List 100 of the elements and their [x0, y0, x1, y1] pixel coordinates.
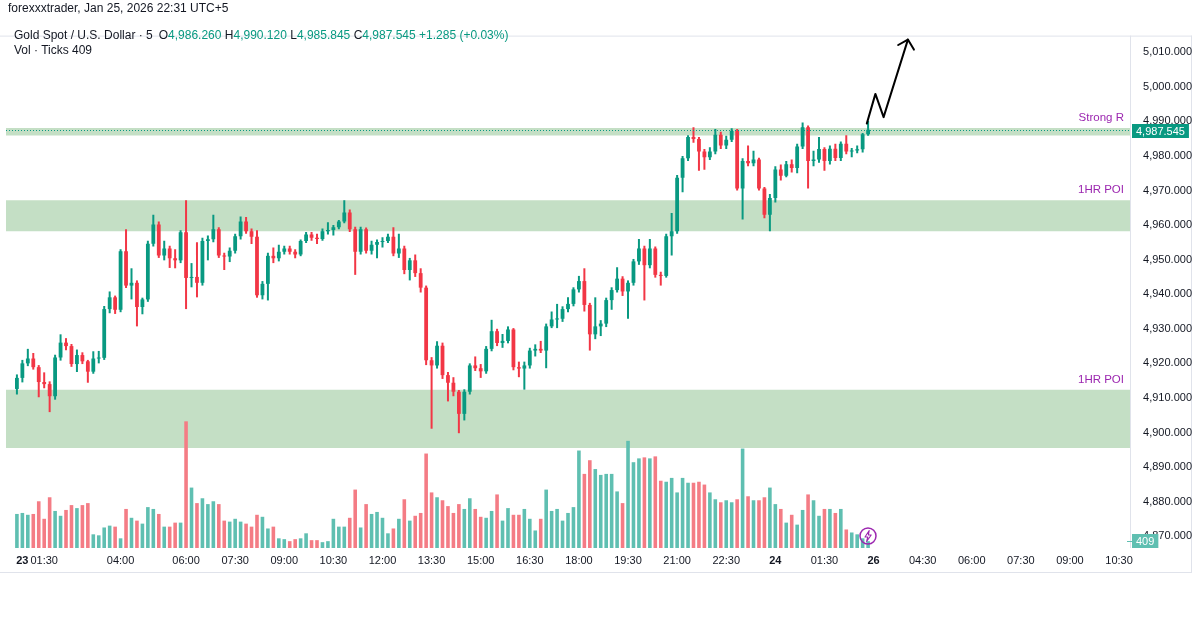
bar	[162, 526, 167, 548]
bar	[146, 507, 150, 548]
bar	[724, 500, 729, 548]
x-tick-label: 26	[867, 553, 880, 566]
y-tick-label: 4,940.000	[1143, 287, 1192, 300]
bar	[615, 491, 619, 548]
bar	[467, 498, 472, 548]
y-tick-label: 4,920.000	[1143, 356, 1192, 369]
y-tick-label: 4,880.000	[1143, 494, 1192, 507]
ref-line-label: 4,987.545	[1136, 124, 1185, 137]
bar	[15, 513, 19, 548]
bar	[784, 522, 789, 548]
x-tick-label: 19:30	[614, 553, 642, 566]
bar	[675, 492, 679, 548]
bar	[435, 497, 439, 548]
y-tick-label: 5,000.000	[1143, 79, 1192, 92]
bar	[637, 458, 641, 548]
bar	[588, 460, 592, 548]
bar	[53, 510, 57, 548]
x-tick-label: 23	[16, 553, 29, 566]
bar	[686, 482, 690, 548]
text: O4,986.260 H4,990.120 L4,985.845 C4,987.545 +1.285 (+0.03%)	[158, 28, 509, 42]
annotation: Vol · Ticks 409	[14, 43, 93, 57]
x-tick-label: 09:00	[270, 553, 299, 566]
x-tick-label: 04:30	[908, 553, 937, 566]
bar	[86, 503, 90, 548]
candlestick	[205, 235, 210, 261]
bar	[64, 509, 68, 548]
bar	[446, 506, 450, 548]
y-tick-label: 4,890.000	[1143, 460, 1192, 473]
bar	[658, 480, 663, 548]
bar	[473, 508, 478, 548]
candlestick	[658, 271, 663, 286]
bar	[266, 528, 270, 548]
x-tick-label: 01:30	[30, 553, 58, 566]
y-tick-label: 4,930.000	[1143, 321, 1192, 334]
bar	[206, 504, 210, 548]
bar	[795, 524, 799, 548]
chart-title: Gold Spot / U.S. Dollar · 5	[14, 28, 153, 42]
bar	[156, 513, 161, 548]
x-tick-label: 18:00	[565, 553, 593, 566]
bar	[397, 518, 401, 548]
y-tick-label: 4,950.000	[1143, 252, 1192, 265]
bar	[566, 512, 570, 548]
bar	[506, 508, 510, 548]
bar	[375, 511, 379, 548]
bar	[244, 523, 248, 548]
bar	[173, 522, 177, 548]
y-tick-label: 4,900.000	[1143, 425, 1192, 438]
bar	[577, 450, 581, 548]
y-tick-label: 5,010.000	[1143, 45, 1192, 58]
bar	[304, 533, 308, 548]
x-tick-label: 10:30	[1105, 553, 1133, 566]
band-label: 1HR POI	[1077, 372, 1124, 385]
bar	[593, 469, 598, 548]
bar	[746, 496, 750, 548]
y-tick-label: 4,960.000	[1143, 218, 1192, 231]
x-tick-label: 10:30	[319, 553, 348, 566]
bar	[326, 541, 330, 548]
y-tick-label: 4,910.000	[1143, 390, 1192, 403]
bar	[708, 492, 712, 548]
x-tick-label: 07:30	[1007, 553, 1035, 566]
bar	[664, 481, 669, 548]
bar	[75, 508, 79, 548]
bar	[757, 500, 761, 548]
bar	[626, 440, 630, 548]
y-tick-label: 4,990.000	[1143, 114, 1192, 127]
bar	[844, 529, 849, 548]
x-tick-label: 07:30	[221, 553, 249, 566]
bar	[817, 515, 821, 548]
bar	[495, 494, 499, 548]
x-tick-label: 12:00	[368, 553, 397, 566]
x-tick-label: 06:00	[172, 553, 200, 566]
bar	[457, 504, 461, 548]
x-tick-label: 06:00	[958, 553, 986, 566]
bar	[697, 481, 701, 548]
x-tick-label: 16:30	[516, 553, 544, 566]
bar	[424, 453, 428, 548]
x-tick-label: 09:00	[1056, 553, 1084, 566]
bar	[135, 520, 139, 548]
x-tick-label: 01:30	[810, 553, 839, 566]
bar	[407, 520, 412, 548]
bar	[839, 508, 843, 548]
x-tick-label: 15:00	[466, 553, 495, 566]
y-tick-label: 4,980.000	[1143, 148, 1192, 161]
bar	[184, 421, 188, 548]
bar	[768, 487, 772, 548]
x-tick-label: 04:00	[106, 553, 135, 566]
bar	[113, 526, 117, 548]
x-tick-label: 21:00	[663, 553, 691, 566]
band-label: Strong R	[1078, 111, 1124, 124]
bar	[26, 514, 30, 548]
bar	[484, 517, 488, 548]
bar	[789, 514, 794, 548]
x-tick-label: 22:30	[712, 553, 740, 566]
y-tick-label: 4,970.000	[1143, 183, 1192, 196]
bar	[538, 518, 543, 548]
x-tick-label: 13:30	[417, 553, 446, 566]
bar	[779, 508, 783, 548]
x-tick-label: 24	[769, 553, 783, 566]
